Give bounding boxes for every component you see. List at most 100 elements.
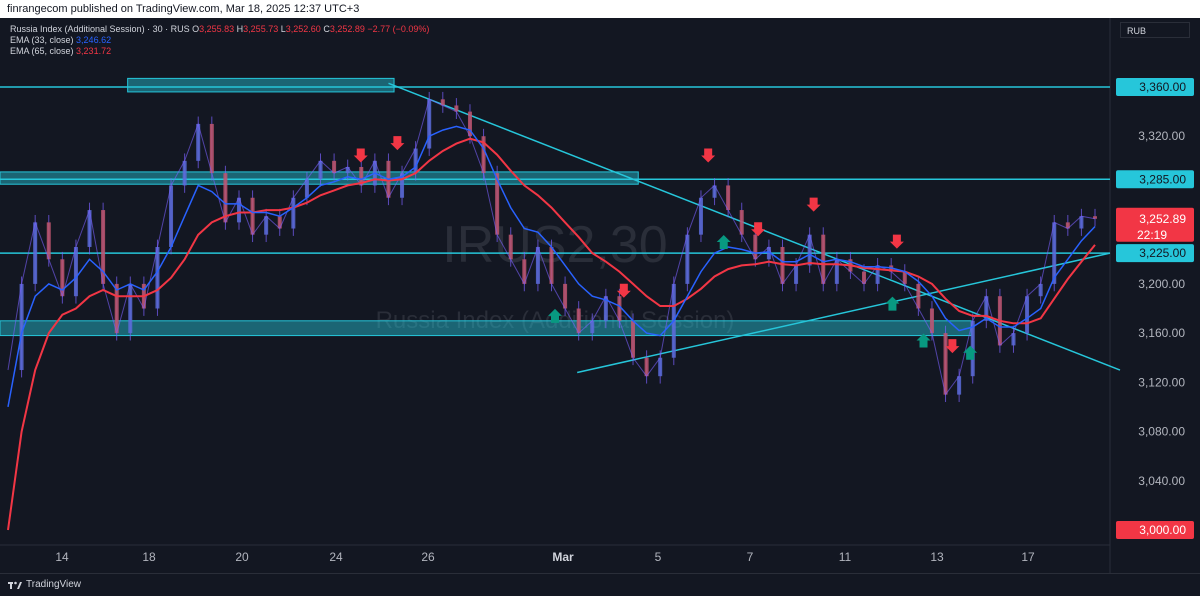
sell-arrow-icon [806, 197, 821, 212]
candle-body [1038, 283, 1043, 297]
candle-body [454, 105, 459, 112]
candle-body [60, 259, 65, 297]
bar-countdown: 22:19 [1137, 228, 1167, 242]
price-label-box [1116, 78, 1194, 96]
candle-body [631, 320, 636, 358]
legend-ema1-row[interactable]: EMA (33, close) 3,246.62 [10, 35, 429, 46]
legend-symbol-row: Russia Index (Additional Session) · 30 ·… [10, 24, 429, 35]
candle-body [644, 357, 649, 377]
price-label-text: 3,252.89 [1139, 212, 1186, 226]
candle-body [101, 210, 106, 284]
candle-body [834, 259, 839, 284]
x-tick-label: 11 [839, 550, 852, 564]
candle-body [250, 197, 255, 235]
sell-arrow-icon [390, 136, 405, 151]
price-scale[interactable] [1110, 18, 1200, 573]
buy-arrow-icon [716, 235, 731, 250]
candle-body [481, 136, 486, 174]
tradingview-logo[interactable]: TradingView [8, 579, 81, 590]
candle-body [685, 234, 690, 284]
chart-legend: Russia Index (Additional Session) · 30 ·… [10, 24, 429, 57]
candle-body [318, 160, 323, 180]
buy-arrow-icon [885, 296, 900, 311]
candle-body [87, 210, 92, 247]
legend-ema2-row[interactable]: EMA (65, close) 3,231.72 [10, 46, 429, 57]
candle-body [223, 173, 228, 223]
y-tick-label: 3,040.00 [1138, 474, 1185, 488]
candle-body [726, 185, 731, 211]
candle-body [753, 234, 758, 260]
legend-l-label: L [280, 24, 286, 34]
buy-arrow-icon [963, 345, 978, 360]
ascending-trendline[interactable] [577, 252, 1111, 374]
x-tick-label: 18 [142, 550, 156, 564]
x-tick-label: 7 [747, 550, 754, 564]
candle-body [603, 296, 608, 321]
candle-body [916, 283, 921, 309]
candle-body [1025, 296, 1030, 334]
candle-body [522, 259, 527, 284]
candle-body [114, 283, 119, 334]
price-label-text: 3,285.00 [1139, 172, 1186, 186]
candle-body [128, 283, 133, 334]
candle-body [739, 210, 744, 235]
legend-change: −2.77 (−0.09%) [367, 24, 430, 34]
price-label-box [1116, 244, 1194, 263]
x-tick-label: 24 [329, 550, 343, 564]
candle-body [807, 234, 812, 266]
ema-65-line[interactable] [7, 137, 1096, 531]
legend-open: 3,255.83 [199, 24, 235, 34]
candle-body [1052, 222, 1057, 284]
candle-body [155, 246, 160, 309]
publisher-text: finrangecom published on TradingView.com… [7, 3, 360, 15]
candle-body [1011, 333, 1016, 346]
x-tick-label: 17 [1021, 550, 1035, 564]
ema-33-line[interactable] [7, 125, 1096, 408]
support-resistance-zone[interactable] [0, 320, 972, 337]
candle-body [196, 123, 201, 161]
candle-body [943, 333, 948, 395]
legend-symbol[interactable]: Russia Index (Additional Session) · 30 ·… [10, 24, 190, 34]
legend-ema1-label: EMA (33, close) [10, 35, 74, 45]
currency-button[interactable]: RUB [1120, 22, 1190, 38]
candle-body [169, 185, 174, 247]
candle-body [563, 283, 568, 309]
candle-body [698, 197, 703, 235]
candle-body [182, 160, 187, 186]
legend-ema1-value: 3,246.62 [76, 35, 112, 45]
candle-body [929, 308, 934, 334]
candle-body [875, 265, 880, 284]
candle-body [46, 222, 51, 260]
x-tick-label: Mar [552, 550, 574, 564]
candle-body [209, 123, 214, 174]
candle-body [617, 296, 622, 321]
candle-body [780, 246, 785, 284]
candle-body [576, 308, 581, 334]
candle-body [535, 246, 540, 284]
candle-body [467, 111, 472, 137]
candle-body [712, 185, 717, 198]
footer-bar: TradingView [0, 573, 1200, 596]
legend-low: 3,252.60 [285, 24, 321, 34]
x-tick-label: 26 [421, 550, 435, 564]
sell-arrow-icon [751, 222, 766, 237]
candle-body [1079, 216, 1084, 229]
candle-body [821, 234, 826, 284]
sell-arrow-icon [945, 339, 960, 354]
buy-arrow-icon [916, 333, 931, 348]
candle-body [332, 160, 337, 174]
x-tick-label: 14 [55, 550, 69, 564]
support-resistance-zone[interactable] [127, 77, 395, 93]
candle-body [658, 357, 663, 377]
y-tick-label: 3,120.00 [1138, 375, 1185, 389]
price-series-line[interactable] [7, 98, 1096, 396]
price-label-text: 3,360.00 [1139, 80, 1186, 94]
sell-arrow-icon [353, 148, 368, 163]
candle-body [427, 99, 432, 149]
candle-body [495, 173, 500, 235]
candle-body [73, 246, 78, 297]
legend-h-label: H [236, 24, 244, 34]
candle-body [1065, 222, 1070, 229]
x-tick-label: 20 [235, 550, 249, 564]
